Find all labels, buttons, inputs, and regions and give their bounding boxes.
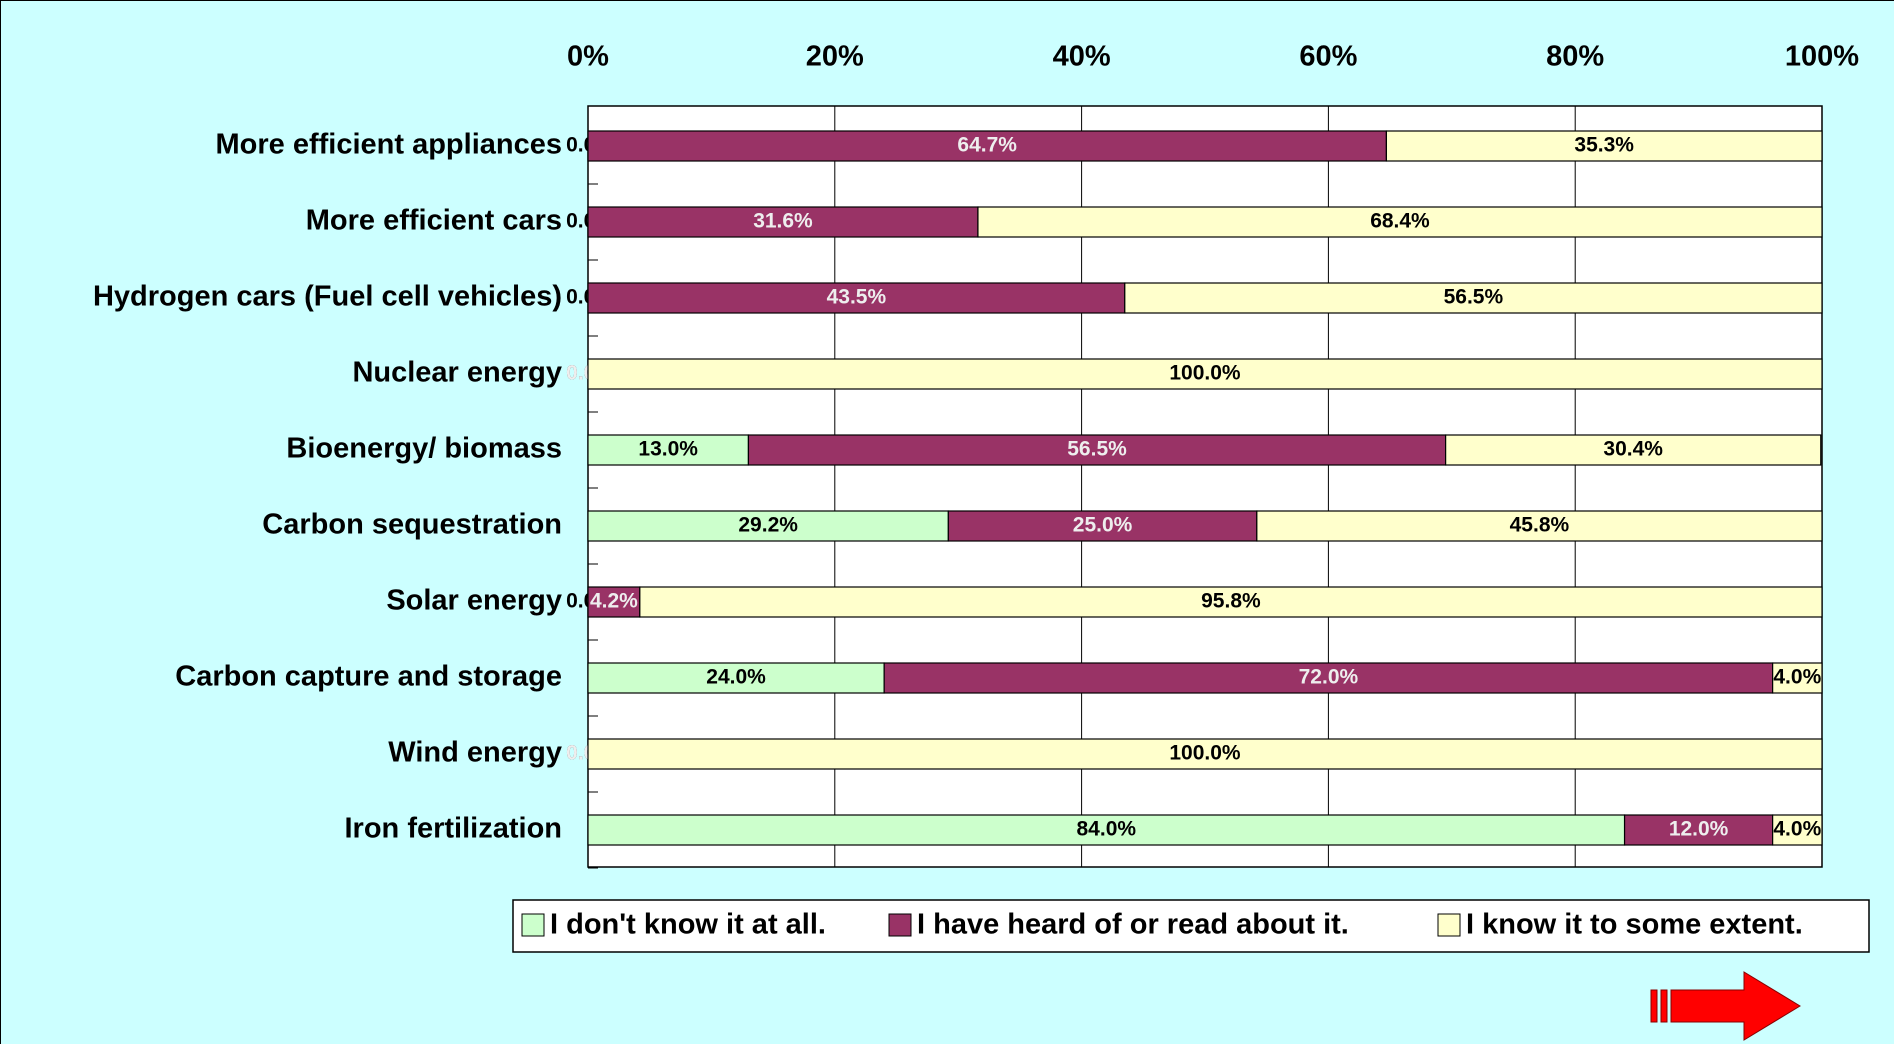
data-label: 12.0% (1669, 818, 1729, 841)
bar-segment (587, 282, 1126, 314)
data-label: 84.0% (1077, 818, 1137, 841)
bar-segment (1256, 510, 1823, 542)
bar-segment (587, 358, 1823, 390)
x-tick-label: 20% (806, 41, 864, 73)
legend-box (512, 899, 1870, 953)
data-label: 24.0% (706, 666, 766, 689)
category-label: Carbon capture and storage (175, 661, 562, 693)
bar-segment (1623, 814, 1774, 846)
legend-swatch (521, 913, 545, 937)
bar-segment (587, 434, 750, 466)
category-label: More efficient cars (306, 205, 562, 237)
x-tick-label: 0% (567, 41, 609, 73)
data-label: 100.0% (1169, 362, 1241, 385)
category-label: Hydrogen cars (Fuel cell vehicles) (93, 281, 562, 313)
category-label: Iron fertilization (345, 813, 563, 845)
data-label: 31.6% (753, 210, 813, 233)
category-label: Solar energy (386, 585, 562, 617)
data-label: 35.3% (1574, 134, 1634, 157)
data-label: 43.5% (827, 286, 887, 309)
legend-label: I don't know it at all. (550, 909, 826, 941)
data-label: 4.2% (590, 590, 638, 613)
bar-segment (1445, 434, 1822, 466)
data-label: 64.7% (957, 134, 1017, 157)
bar-segment (1124, 282, 1823, 314)
legend-swatch (1437, 913, 1461, 937)
category-label: Carbon sequestration (262, 509, 562, 541)
data-label: 45.8% (1510, 514, 1570, 537)
data-label: 4.0% (1773, 818, 1821, 841)
bar-segment (1772, 814, 1823, 846)
legend-label: I know it to some extent. (1466, 909, 1803, 941)
category-label: Bioenergy/ biomass (286, 433, 562, 465)
data-label: 30.4% (1603, 438, 1663, 461)
arrow-stripe (1660, 989, 1668, 1023)
arrow-stripe (1650, 989, 1658, 1023)
data-label: 29.2% (738, 514, 798, 537)
bar-segment (747, 434, 1447, 466)
bar-segment (587, 738, 1823, 770)
data-label: 56.5% (1067, 438, 1127, 461)
x-tick-label: 40% (1053, 41, 1111, 73)
bar-segment (977, 206, 1823, 238)
bar-segment (587, 130, 1387, 162)
data-label: 95.8% (1201, 590, 1261, 613)
bar-segment (1772, 662, 1823, 694)
legend-label: I have heard of or read about it. (917, 909, 1349, 941)
next-arrow[interactable] (1650, 971, 1801, 1041)
data-label: 13.0% (638, 438, 698, 461)
legend-swatch (888, 913, 912, 937)
data-label: 4.0% (1773, 666, 1821, 689)
bar-segment (883, 662, 1774, 694)
data-label: 56.5% (1444, 286, 1504, 309)
x-tick-label: 60% (1299, 41, 1357, 73)
x-tick-label: 100% (1785, 41, 1859, 73)
data-label: 68.4% (1370, 210, 1430, 233)
category-label: Wind energy (388, 737, 562, 769)
bar-segment (587, 586, 641, 618)
data-label: 72.0% (1299, 666, 1359, 689)
data-label: 100.0% (1169, 742, 1241, 765)
bar-segment (639, 586, 1823, 618)
data-label: 25.0% (1073, 514, 1133, 537)
bar-segment (587, 510, 949, 542)
category-label: More efficient appliances (216, 129, 563, 161)
x-tick-label: 80% (1546, 41, 1604, 73)
category-label: Nuclear energy (352, 357, 562, 389)
bar-segment (587, 662, 885, 694)
bar-segment (1385, 130, 1823, 162)
bar-segment (587, 814, 1626, 846)
arrow-shape (1670, 971, 1801, 1041)
